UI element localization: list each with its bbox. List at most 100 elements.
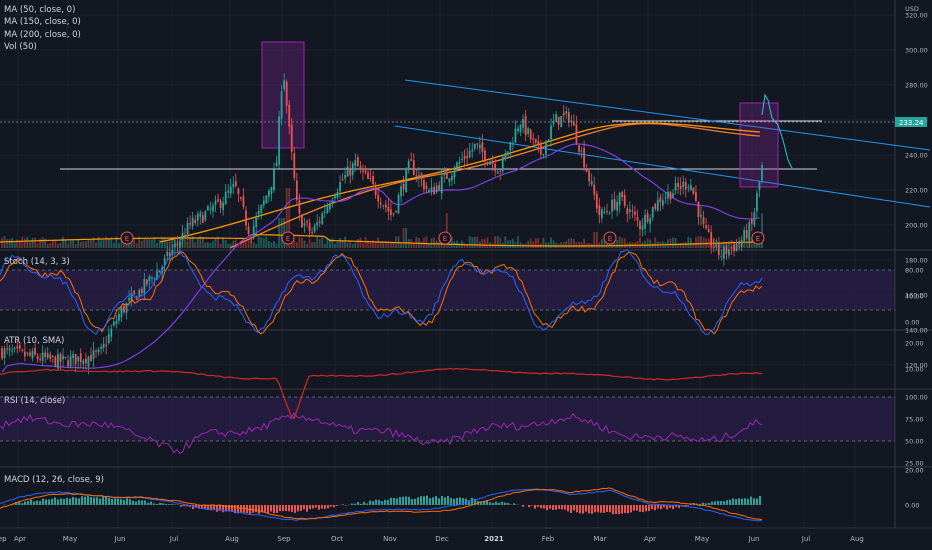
candle-body: [362, 170, 364, 172]
macd-histogram-bar: [69, 498, 71, 505]
macd-histogram-bar: [552, 505, 554, 510]
macd-tick-1: 0.00: [905, 502, 919, 510]
candle-body: [593, 184, 596, 195]
candle-body: [301, 215, 303, 228]
macd-histogram-bar: [306, 505, 308, 512]
volume-bar: [189, 236, 191, 248]
macd-histogram-bar: [117, 498, 119, 505]
volume-bar: [334, 243, 336, 248]
macd-label[interactable]: MACD (12, 26, close, 9): [4, 475, 104, 485]
volume-bar: [288, 188, 291, 248]
candle-body: [532, 138, 535, 140]
volume-bar: [265, 236, 268, 248]
macd-histogram-bar: [267, 505, 269, 514]
macd-histogram-bar: [636, 505, 638, 511]
earnings-marker-0[interactable]: E: [120, 231, 134, 245]
candle-body: [295, 180, 298, 201]
earnings-circle: [281, 231, 295, 245]
legend-volume[interactable]: Vol (50): [4, 41, 37, 52]
candle-body: [672, 193, 674, 199]
candle-body: [687, 187, 690, 189]
candle-body: [168, 252, 171, 257]
macd-histogram-bar: [84, 496, 86, 505]
macd-histogram-bar: [186, 505, 188, 507]
legend-ma50[interactable]: MA (50, close, 0): [4, 5, 76, 15]
candle-body: [237, 188, 240, 195]
atr-label[interactable]: ATR (10, SMA): [4, 336, 65, 346]
macd-histogram-bar: [495, 501, 497, 505]
macd-histogram-bar: [153, 503, 155, 505]
candle-body: [18, 345, 21, 349]
candle-body: [321, 213, 324, 224]
candle-body: [512, 143, 514, 145]
candle-body: [392, 213, 395, 215]
candle-body: [636, 217, 639, 221]
volume-bar: [428, 243, 430, 248]
volume-bar: [273, 241, 275, 248]
candle-body: [318, 221, 321, 223]
volume-bar: [684, 242, 687, 248]
candle-body: [641, 225, 644, 231]
macd-histogram-bar: [54, 497, 56, 505]
earnings-marker-2[interactable]: E: [438, 231, 452, 245]
candle-body: [506, 151, 509, 156]
candle-body: [608, 213, 611, 215]
support-resistance-lines[interactable]: [0, 120, 895, 170]
earnings-circle: [438, 231, 452, 245]
volume-bar: [135, 243, 138, 248]
macd-histogram-bar: [564, 505, 566, 510]
macd-tick-0: 20.00: [905, 467, 924, 475]
volume-bar: [329, 238, 331, 248]
volume-bar: [97, 236, 100, 248]
candle-body: [486, 162, 489, 164]
volume-bar: [31, 237, 34, 248]
volume-bar: [644, 240, 646, 248]
volume-bar: [64, 239, 67, 248]
macd-histogram-bar: [750, 496, 752, 505]
candle-body: [590, 181, 593, 185]
volume-bar: [621, 238, 624, 248]
macd-histogram-bar: [81, 496, 83, 505]
macd-histogram-bar: [756, 498, 758, 505]
volume-bar: [62, 237, 64, 248]
legend-ma150[interactable]: MA (150, close, 0): [4, 17, 81, 28]
candle-body: [265, 195, 268, 204]
rsi-label[interactable]: RSI (14, close): [4, 396, 66, 406]
candle-body: [679, 185, 682, 190]
price-tick-2: 300.00: [905, 47, 928, 55]
macd-histogram-bar: [621, 505, 623, 514]
candle-body: [395, 211, 397, 213]
volume-bar: [321, 236, 324, 248]
stoch-label[interactable]: Stoch (14, 3, 3): [4, 257, 70, 267]
volume-bar: [420, 241, 423, 248]
candle-body: [275, 162, 278, 167]
candle-body: [456, 162, 458, 169]
earnings-marker-3[interactable]: E: [603, 231, 617, 245]
volume-bar: [323, 243, 326, 248]
candle-body: [707, 228, 710, 233]
time-tick-9: 2021: [484, 535, 504, 543]
candle-body: [451, 175, 453, 181]
earnings-marker-4[interactable]: E: [751, 231, 765, 245]
volume-bar: [646, 238, 649, 248]
macd-histogram-bar: [567, 505, 569, 512]
candle-body: [443, 173, 446, 176]
macd-histogram-bar: [90, 496, 92, 505]
macd-histogram-bar: [324, 505, 326, 509]
macd-histogram-bar: [531, 505, 533, 506]
macd-histogram-bar: [201, 505, 203, 509]
earnings-marker-1[interactable]: E: [281, 231, 295, 245]
candle-body: [514, 128, 517, 143]
candle-body: [738, 241, 741, 244]
candle-body: [242, 196, 245, 208]
legend-ma200[interactable]: MA (200, close, 0): [4, 29, 81, 40]
candle-body: [369, 177, 372, 180]
trend-channel[interactable]: [394, 79, 931, 208]
candle-body: [588, 170, 591, 182]
volume-bar: [156, 242, 158, 248]
macd-histogram-bar: [216, 505, 218, 512]
time-tick-3: Jul: [169, 535, 179, 543]
volume-bar: [356, 238, 359, 248]
